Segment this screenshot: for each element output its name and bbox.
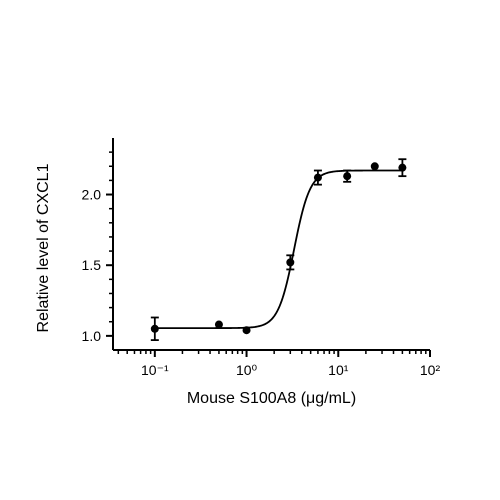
data-point	[150, 324, 159, 333]
data-point	[343, 172, 352, 181]
x-axis-title: Mouse S100A8 (μg/mL)	[187, 390, 356, 407]
data-point	[214, 320, 223, 329]
fit-curve	[154, 169, 403, 329]
x-tick-label: 10¹	[328, 362, 349, 378]
data-point	[242, 326, 251, 335]
data-point	[398, 163, 407, 172]
ticks	[106, 151, 431, 357]
x-tick-label: 10²	[420, 362, 441, 378]
y-tick-label: 1.5	[82, 257, 102, 273]
y-tick-label: 2.0	[82, 187, 102, 203]
fit-curve-group	[154, 169, 403, 329]
tick-labels: 10⁻¹ 10⁰ 10¹ 10² 1.0 1.5 2.0	[82, 187, 441, 378]
axes	[112, 138, 430, 351]
data-points	[150, 162, 407, 335]
y-tick-label: 1.0	[82, 328, 102, 344]
x-tick-label: 10⁻¹	[141, 362, 169, 378]
data-point	[313, 173, 322, 182]
y-axis-title: Relative level of CXCL1	[35, 163, 52, 332]
x-tick-label: 10⁰	[236, 362, 258, 378]
data-point	[370, 162, 379, 171]
error-bars	[150, 158, 407, 342]
data-point	[286, 258, 295, 267]
